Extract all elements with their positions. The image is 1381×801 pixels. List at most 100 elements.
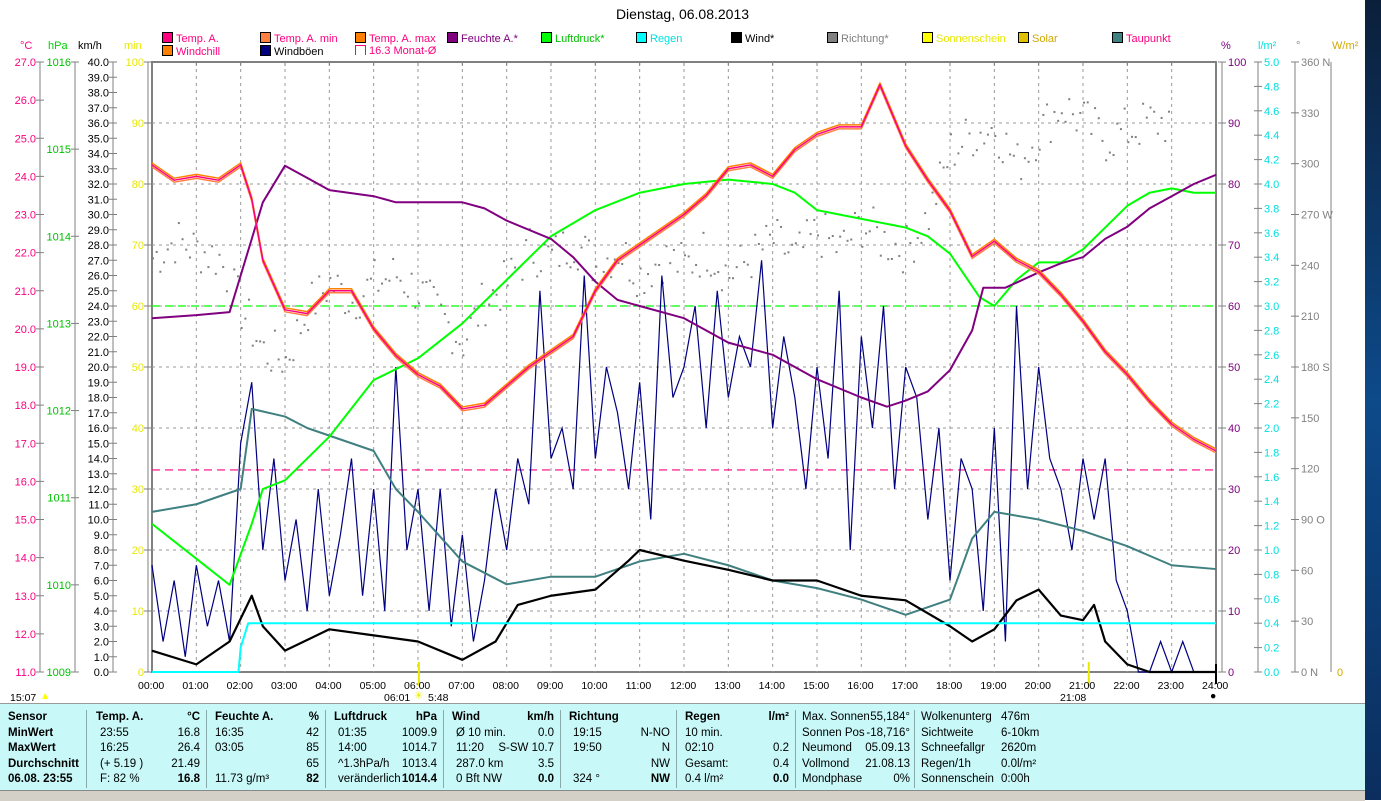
direction-point [177, 222, 180, 225]
direction-point [410, 272, 413, 275]
direction-point [285, 356, 287, 359]
direction-point [724, 264, 727, 267]
wind-axis-tick-label: 37.0 [88, 103, 109, 115]
rain-axis-tick-label: 0.6 [1264, 594, 1279, 606]
direction-point [850, 238, 853, 241]
direction-point [325, 299, 328, 302]
direction-point [1057, 119, 1060, 122]
stats-feuchte-unit: % [308, 711, 319, 723]
stats-druck-unit: hPa [415, 711, 437, 723]
direction-point [292, 359, 295, 362]
direction-point [820, 255, 823, 258]
stats-sun-column: Max. Sonnen 55,184° Sonnen Pos -18,716° Neum… [796, 710, 915, 788]
minutes-axis-tick-label: 80 [132, 179, 144, 191]
wind-axis-tick-label: 25.0 [88, 286, 109, 298]
direction-point [817, 234, 819, 237]
direction-point [225, 290, 228, 293]
direction-point [499, 308, 502, 311]
temp-axis-tick-label: 17.0 [15, 438, 36, 450]
direction-point [318, 275, 321, 278]
wind-axis-tick-label: 32.0 [88, 179, 109, 191]
direction-point [809, 233, 812, 236]
direction-point [514, 266, 517, 269]
direction-axis-tick-label: 330 [1301, 108, 1319, 120]
direction-point [584, 235, 587, 238]
direction-point [606, 257, 609, 260]
direction-point [347, 310, 350, 313]
direction-point [447, 321, 450, 324]
time-axis-label: 23:00 [1157, 680, 1184, 692]
time-axis-label: 03:00 [271, 680, 298, 692]
direction-point [1005, 132, 1008, 135]
temp-axis-tick-label: 25.0 [15, 133, 36, 145]
legend-item: Windchill [162, 45, 220, 58]
stats-wind-value: 3.5 [538, 757, 554, 770]
legend-label: Richtung* [841, 33, 889, 45]
stats-regen-value: 0.0 [773, 773, 789, 785]
time-axis-label: 01:00 [182, 680, 209, 692]
time-axis-label: 07:00 [448, 680, 475, 692]
legend-swatch-icon [636, 32, 647, 43]
direction-point [1142, 102, 1145, 105]
direction-point [964, 118, 967, 121]
statistics-panel: Sensor MinWert MaxWert Durchschnitt 06.0… [0, 703, 1365, 791]
direction-point [887, 258, 890, 261]
direction-point [831, 234, 834, 237]
direction-point [743, 261, 746, 264]
direction-point [1097, 117, 1100, 120]
sun-info-value: -18,716° [866, 726, 910, 739]
stats-druck-time: 01:35 [338, 726, 367, 739]
direction-point [491, 289, 494, 292]
stats-regen-value: 0.2 [773, 742, 789, 754]
misc-info-value: 6-10km [1001, 726, 1040, 739]
legend-label: Temp. A. max [369, 33, 436, 45]
direction-point [1086, 101, 1089, 104]
legend-item: Windböen [260, 45, 324, 58]
direction-point [635, 294, 638, 297]
time-axis-label: 12:00 [670, 680, 697, 692]
wind-axis-tick-label: 18.0 [88, 393, 109, 405]
pressure-axis-tick-label: 1015 [47, 144, 71, 156]
direction-point [273, 329, 276, 332]
direction-point [580, 246, 583, 249]
legend-item: Taupunkt [1112, 32, 1171, 45]
weather-chart: 11.0 12.0 13.0 14.0 15.0 16.0 17.0 18.0 19.0 20.0… [15, 57, 1343, 686]
temp-axis-tick-label: 19.0 [15, 362, 36, 374]
direction-point [403, 291, 406, 294]
direction-axis-tick-label: 180 S [1301, 362, 1330, 374]
direction-point [181, 238, 184, 241]
rain-axis-tick-label: 4.4 [1264, 130, 1279, 142]
direction-axis-tick-label: 150 [1301, 413, 1319, 425]
direction-point [946, 166, 949, 169]
rain-axis-tick-label: 4.2 [1264, 155, 1279, 167]
direction-point [924, 212, 927, 215]
direction-point [613, 258, 616, 261]
stats-druck-title: Luftdruck [334, 711, 388, 723]
wind-axis-tick-label: 36.0 [88, 118, 109, 130]
direction-point [595, 265, 598, 268]
sun-icon: ☀ [414, 690, 424, 702]
wind-axis-tick-label: 39.0 [88, 72, 109, 84]
series-humidity [151, 164, 1217, 408]
temp-axis-tick-label: 18.0 [15, 400, 36, 412]
moon-phase-icon: ● [1210, 690, 1217, 702]
direction-point [251, 344, 254, 347]
wind-axis-tick-label: 33.0 [88, 164, 109, 176]
misc-info-value: 2620m [1001, 742, 1037, 754]
direction-point [525, 239, 528, 242]
direction-point [421, 281, 424, 284]
minutes-axis-tick-label: 50 [132, 362, 144, 374]
stats-regen-time: 10 min. [685, 726, 723, 739]
direction-point [617, 262, 620, 265]
direction-point [998, 156, 1001, 159]
direction-point [894, 242, 897, 245]
direction-point [828, 237, 831, 240]
direction-point [366, 278, 369, 281]
stats-regen-value: 0.4 [773, 757, 789, 770]
stats-druck-column: Luftdruck hPa 01:35 1009.9 14:00 1014.7 ^1.3hP… [326, 710, 444, 788]
stats-temp-unit: °C [187, 711, 200, 723]
humidity-axis-tick-label: 70 [1228, 240, 1240, 252]
direction-point [728, 276, 731, 279]
axis-unit-label: min [124, 40, 142, 52]
humidity-axis-tick-label: 0 [1228, 667, 1234, 679]
